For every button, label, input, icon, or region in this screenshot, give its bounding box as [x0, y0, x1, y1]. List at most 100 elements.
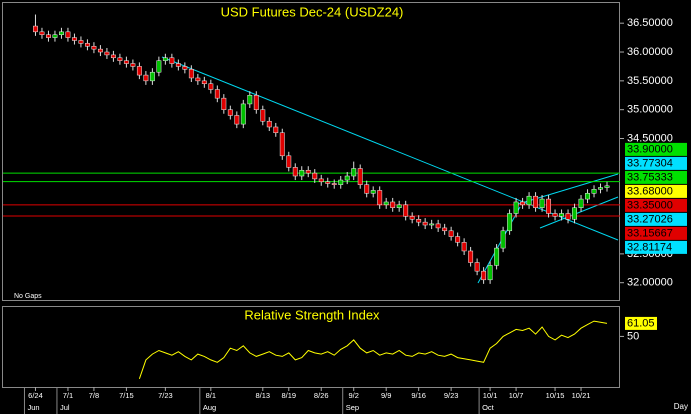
candle-body — [227, 109, 233, 116]
candle-body — [221, 97, 227, 110]
x-tick-label: 9/16 — [411, 391, 426, 400]
level-label: 33.90000 — [627, 143, 673, 155]
level-label: 33.77304 — [627, 157, 673, 169]
candle-body — [286, 155, 292, 168]
level-box — [625, 156, 687, 170]
candle-body — [136, 66, 142, 76]
candle-body — [39, 31, 45, 35]
candle-body — [208, 83, 214, 90]
candle-body — [357, 168, 363, 185]
rsi-value-box — [625, 316, 657, 330]
x-tick-label: 7/23 — [158, 391, 173, 400]
x-tick-label: 8/13 — [255, 391, 270, 400]
level-label: 33.15667 — [627, 227, 673, 239]
level-label: 33.75333 — [627, 171, 673, 183]
level-box — [625, 142, 687, 156]
x-tick-label: 8/19 — [281, 391, 296, 400]
y-tick-label: 32.00000 — [627, 277, 673, 289]
candle-body — [149, 71, 155, 82]
candle-body — [572, 207, 577, 220]
level-label: 33.27026 — [627, 213, 673, 225]
candle-body — [305, 169, 311, 174]
candle-body — [383, 201, 389, 206]
candle-body — [416, 219, 422, 223]
candle-body — [422, 221, 428, 226]
candle-body — [598, 187, 603, 190]
candle-body — [117, 57, 123, 61]
candle-body — [487, 265, 493, 281]
annotation: No Gaps — [14, 293, 42, 300]
level-box — [625, 170, 687, 184]
candle-body — [84, 43, 90, 47]
level-box — [625, 184, 687, 198]
candle-body — [481, 270, 487, 281]
level-label: 33.68000 — [627, 185, 673, 197]
x-tick-label: 10/21 — [572, 391, 591, 400]
candle-body — [195, 77, 201, 82]
x-tick-label: 9/2 — [348, 391, 358, 400]
candle-body — [526, 195, 532, 206]
candle-body — [123, 60, 129, 64]
candle-body — [46, 34, 51, 38]
y-tick-label: 36.50000 — [627, 17, 673, 29]
x-tick-label: 9/9 — [381, 391, 391, 400]
candle-body — [591, 189, 597, 194]
candle-body — [520, 201, 526, 206]
candle-body — [331, 183, 337, 185]
candle-body — [266, 120, 272, 128]
candle-body — [260, 109, 266, 122]
trend-line — [477, 206, 521, 284]
x-tick-label: 8/26 — [314, 391, 329, 400]
candle-body — [59, 31, 64, 35]
y-tick-label: 35.50000 — [627, 75, 673, 87]
level-box — [625, 226, 687, 240]
candle-body — [279, 132, 285, 157]
candle-body — [435, 223, 441, 229]
x-tick-label: 9/23 — [444, 391, 459, 400]
candle-body — [344, 175, 350, 181]
level-box — [625, 198, 687, 212]
candle-body — [312, 172, 318, 180]
rsi-value-label: 61.05 — [627, 317, 655, 329]
candle-body — [403, 204, 409, 217]
candle-body — [325, 181, 331, 184]
candle-body — [299, 169, 305, 177]
candle-body — [110, 54, 116, 59]
month-label: Jun — [27, 403, 39, 412]
x-tick-label: 7/1 — [63, 391, 73, 400]
candle-body — [604, 185, 610, 188]
candle-body — [182, 66, 188, 70]
candle-body — [253, 95, 259, 110]
candle-body — [396, 204, 402, 208]
candle-body — [65, 31, 71, 38]
candle-body — [78, 40, 84, 44]
candle-body — [494, 247, 500, 266]
y-tick-label: 35.00000 — [627, 104, 673, 116]
candle-body — [33, 25, 38, 33]
month-label: Sep — [346, 403, 359, 412]
candle-body — [442, 227, 448, 232]
candle-body — [377, 190, 383, 206]
candle-body — [52, 34, 58, 38]
x-tick-label: 7/15 — [119, 391, 134, 400]
candle-body — [390, 201, 396, 208]
month-label: Jul — [60, 403, 70, 412]
candle-body — [130, 63, 136, 67]
candle-body — [156, 60, 162, 73]
candle-body — [338, 179, 344, 185]
x-tick-label: 8/1 — [206, 391, 216, 400]
rsi-y-tick-label: 50 — [627, 330, 639, 342]
candle-body — [513, 201, 519, 214]
candle-body — [468, 250, 474, 263]
rsi-title: Relative Strength Index — [244, 307, 380, 322]
candle-body — [539, 198, 545, 208]
candle-body — [370, 190, 376, 194]
x-unit-label: Day — [674, 402, 688, 411]
candle-body — [104, 51, 110, 56]
trend-line — [539, 196, 619, 229]
candle-body — [292, 167, 298, 177]
x-tick-label: 10/1 — [483, 391, 498, 400]
rsi-line — [138, 320, 608, 379]
candle-body — [143, 74, 149, 82]
